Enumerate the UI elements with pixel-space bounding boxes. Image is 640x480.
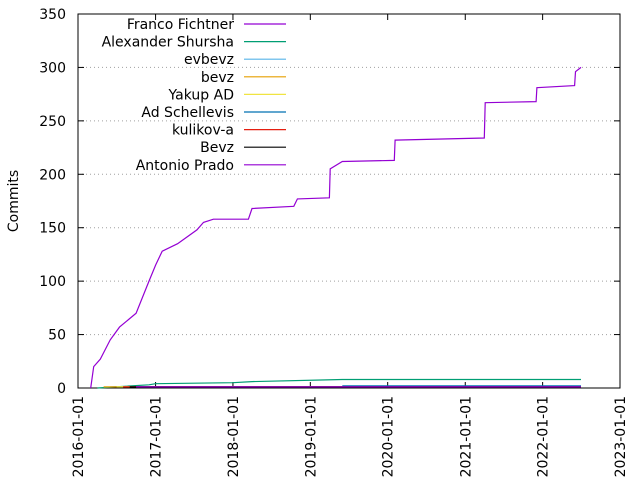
y-tick-label: 150 — [39, 221, 66, 237]
legend-label: kulikov-a — [172, 123, 234, 139]
legend-label: bevz — [201, 70, 234, 86]
y-tick-label: 0 — [57, 381, 66, 397]
legend-label: Franco Fichtner — [127, 17, 234, 33]
plot-frame — [77, 13, 621, 389]
legend-label: Bevz — [200, 140, 234, 156]
y-tick-label: 100 — [39, 274, 66, 290]
x-tick-label: 2018-01-01 — [226, 396, 242, 477]
legend-label: evbevz — [184, 52, 234, 68]
x-tick-label: 2023-01-01 — [613, 396, 629, 477]
y-tick-label: 300 — [39, 60, 66, 76]
x-tick-label: 2021-01-01 — [458, 396, 474, 477]
series-line — [90, 66, 582, 389]
x-tick-label: 2016-01-01 — [71, 396, 87, 477]
x-tick-label: 2020-01-01 — [381, 396, 397, 477]
series-line — [97, 378, 581, 389]
legend-label: Ad Schellevis — [141, 105, 234, 121]
y-tick-label: 50 — [48, 328, 66, 344]
y-axis-label: Commits — [6, 170, 22, 232]
x-tick-label: 2017-01-01 — [149, 396, 165, 477]
y-tick-label: 350 — [39, 7, 66, 23]
legend-label: Yakup AD — [168, 87, 234, 103]
legend-label: Alexander Shursha — [102, 35, 234, 51]
x-tick-label: 2019-01-01 — [303, 396, 319, 477]
x-tick-label: 2022-01-01 — [536, 396, 552, 477]
legend-label: Antonio Prado — [136, 158, 234, 174]
y-tick-label: 250 — [39, 114, 66, 130]
y-tick-label: 200 — [39, 167, 66, 183]
